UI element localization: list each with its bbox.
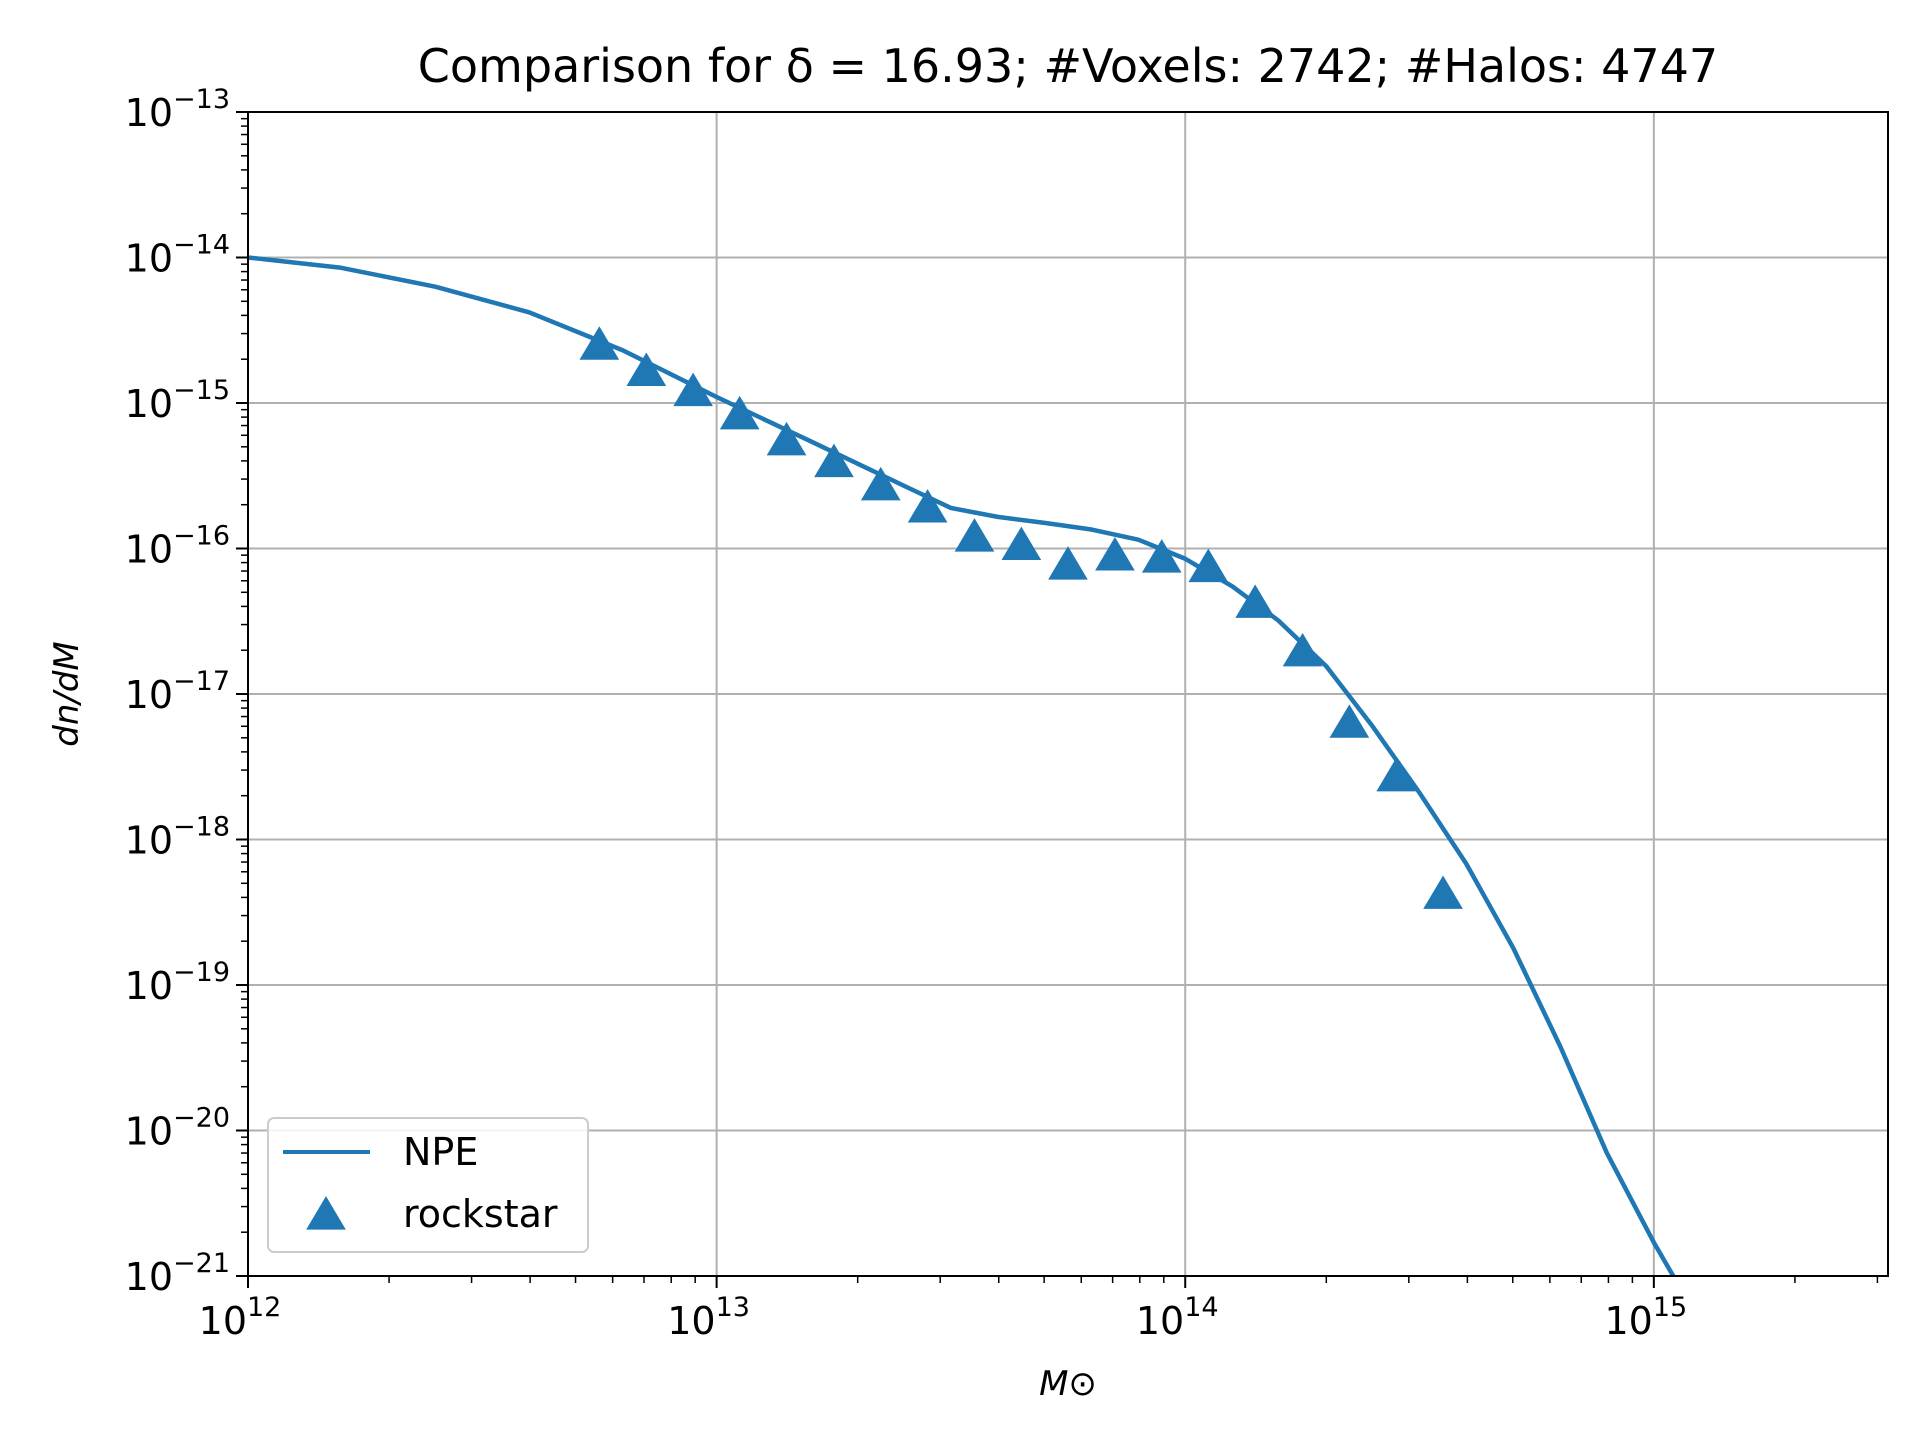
rockstar-marker [1376,757,1417,792]
y-tick-label-base: 10 [125,1110,173,1154]
y-tick-label: 10−20 [125,1103,230,1154]
legend: NPE rockstar [267,1117,589,1253]
legend-rockstar-swatch [306,1196,346,1230]
x-tick-label: 1015 [1604,1292,1687,1343]
y-tick-label: 10−14 [125,230,230,281]
x-tick-label-base: 10 [1136,1299,1184,1343]
minor-ticks [241,117,1879,1283]
series-line-npe [248,255,1676,1276]
rockstar-marker [1329,704,1370,738]
grid [247,111,1888,1277]
x-tick-label-exponent: 15 [1653,1292,1687,1323]
rockstar-marker [579,326,620,360]
y-tick-label-base: 10 [125,1255,173,1299]
rockstar-marker [814,443,854,478]
y-tick-label-exponent: −15 [173,375,230,406]
rockstar-marker [1188,548,1229,583]
y-axis-label: dn/dM [47,641,87,747]
x-tick-labels: 1012 1013 1014 1015 [199,1292,1688,1343]
y-tick-label-exponent: −13 [173,84,230,115]
y-tick-label-exponent: −14 [173,230,230,261]
legend-rockstar-label: rockstar [403,1192,558,1236]
x-tick-label-exponent: 12 [247,1292,281,1323]
y-tick-label: 10−18 [125,812,230,863]
y-tick-label-exponent: −21 [173,1248,230,1279]
plot-frame [247,111,1889,1277]
chart-title: Comparison for δ = 16.93; #Voxels: 2742;… [418,39,1718,93]
x-tick-label: 1013 [667,1292,750,1343]
x-tick-label-base: 10 [667,1299,715,1343]
y-tick-label-base: 10 [125,819,173,863]
y-tick-label-exponent: −20 [173,1103,230,1134]
rockstar-marker [954,518,995,552]
rockstar-marker [1141,539,1182,573]
x-tick-label-base: 10 [199,1299,247,1343]
y-tick-label-base: 10 [125,237,173,281]
rockstar-marker [766,421,807,456]
rockstar-marker [673,372,713,407]
rockstar-marker [860,466,901,501]
y-tick-label-exponent: −19 [173,957,230,988]
x-axis-label: M⊙ [1039,1364,1097,1404]
rockstar-marker [907,489,948,523]
y-tick-label-base: 10 [125,91,173,135]
major-ticks [236,111,1655,1288]
rockstar-marker [1282,632,1323,667]
x-tick-label-exponent: 14 [1184,1292,1218,1323]
y-tick-label: 10−17 [125,666,230,717]
rockstar-marker [626,352,667,386]
x-tick-label-exponent: 13 [716,1292,750,1323]
y-tick-label-base: 10 [125,673,173,717]
y-tick-label: 10−15 [125,375,230,426]
y-tick-label: 10−13 [125,84,230,135]
legend-npe-label: NPE [403,1130,478,1174]
y-tick-label-base: 10 [125,382,173,426]
y-tick-label: 10−16 [125,521,230,572]
rockstar-marker [719,395,760,430]
rockstar-marker [1001,526,1042,561]
y-tick-label-exponent: −18 [173,812,230,843]
x-tick-label: 1012 [199,1292,282,1343]
y-tick-label-base: 10 [125,528,173,572]
y-tick-labels: 10−1310−1410−1510−1610−1710−1810−1910−20… [125,84,230,1299]
plot-area [248,255,1676,1276]
rockstar-marker [1048,546,1088,580]
y-tick-label-exponent: −16 [173,521,230,552]
rockstar-marker [1095,537,1135,571]
y-tick-label: 10−19 [125,957,230,1008]
x-tick-label: 1014 [1136,1292,1219,1343]
y-tick-label: 10−21 [125,1248,230,1299]
rockstar-marker [1423,875,1463,909]
y-tick-label-base: 10 [125,964,173,1008]
x-tick-label-base: 10 [1604,1299,1652,1343]
y-tick-label-exponent: −17 [173,666,230,697]
rockstar-marker [1235,584,1275,618]
